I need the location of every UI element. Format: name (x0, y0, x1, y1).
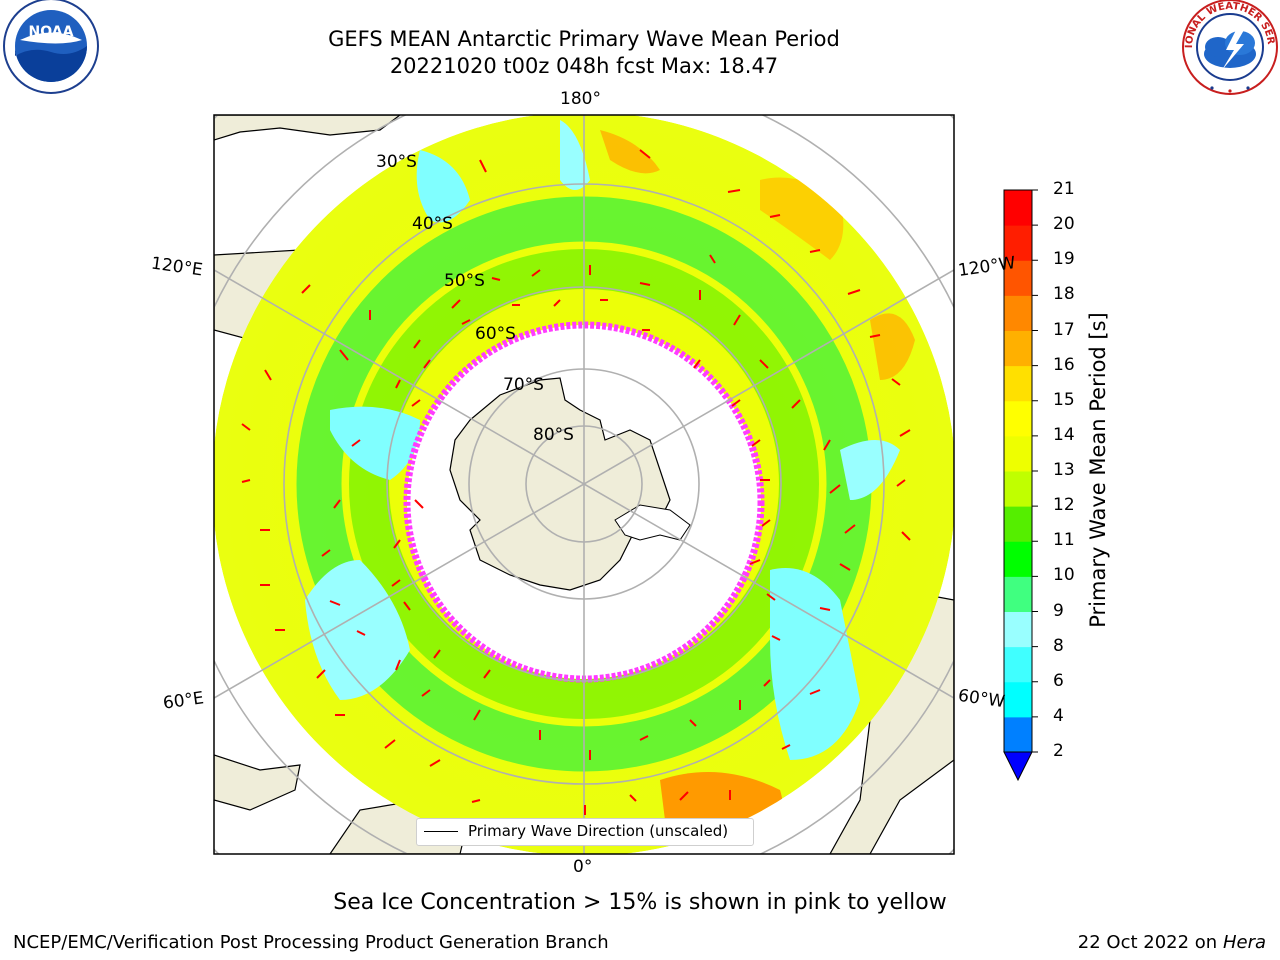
colorbar-segment (1004, 471, 1032, 507)
colorbar-segment (1004, 190, 1032, 226)
colorbar-tick-label: 12 (1053, 495, 1075, 516)
colorbar-tick-label: 14 (1053, 424, 1075, 445)
nws-logo-text: NATIONAL WEATHER SERVICE (0, 0, 1276, 48)
colorbar-label: Primary Wave Mean Period [s] (1086, 312, 1110, 628)
colorbar-segment (1004, 435, 1032, 472)
colorbar-segment (1004, 541, 1032, 577)
map-frame (213, 114, 955, 855)
colorbar-segment (1004, 225, 1032, 261)
colorbar-tick-label: 18 (1053, 284, 1075, 305)
lat-label-80s: 80°S (533, 425, 574, 445)
colorbar-tick-label: 13 (1053, 460, 1075, 480)
footer-machine: Hera (1222, 932, 1266, 953)
colorbar-segment (1004, 576, 1032, 612)
chart-subtitle: 20221020 t00z 048h fcst Max: 18.47 (389, 54, 779, 78)
chart-title: GEFS MEAN Antarctic Primary Wave Mean Pe… (328, 27, 840, 51)
colorbar-tick-label: 17 (1053, 319, 1075, 340)
colorbar-tick-label: 16 (1053, 354, 1075, 375)
colorbar-segment (1004, 365, 1032, 402)
legend-line-swatch (424, 831, 458, 832)
colorbar (1003, 189, 1038, 782)
colorbar-tick-label: 21 (1053, 179, 1075, 199)
wave-direction-arrows (241, 149, 911, 827)
colorbar-segment (1004, 611, 1032, 648)
lat-label-30s: 30°S (376, 152, 417, 172)
colorbar-segment (1004, 506, 1032, 542)
lon-label-0: 0° (573, 857, 593, 877)
footer-date-text: 22 Oct 2022 on (1077, 932, 1223, 953)
lat-label-40s: 40°S (412, 214, 453, 234)
lon-label-180: 180° (560, 89, 601, 109)
colorbar-tick-label: 10 (1053, 565, 1075, 586)
lat-label-50s: 50°S (444, 271, 485, 291)
colorbar-tick-label: 11 (1053, 530, 1075, 551)
footer-date: 22 Oct 2022 on Hera (1078, 932, 1266, 953)
colorbar-tick-label: 19 (1053, 249, 1075, 270)
colorbar-segment (1004, 646, 1032, 683)
noaa-logo-text: NOAA (29, 24, 74, 40)
colorbar-segment (1004, 295, 1032, 331)
footer-credit: NCEP/EMC/Verification Post Processing Pr… (13, 932, 609, 953)
colorbar-tick-label: 8 (1053, 635, 1064, 656)
colorbar-tick-label: 20 (1053, 214, 1075, 235)
colorbar-segment (1004, 681, 1032, 718)
map-legend: Primary Wave Direction (unscaled) (416, 818, 754, 846)
nws-logo: NATIONAL WEATHER SERVICE (0, 0, 1278, 95)
colorbar-tick-label: 2 (1053, 741, 1064, 761)
colorbar-segment (1004, 716, 1032, 753)
lat-label-70s: 70°S (503, 375, 544, 395)
noaa-logo: NOAA (3, 0, 99, 94)
colorbar-segment (1004, 400, 1032, 437)
colorbar-tick-label: 9 (1053, 600, 1064, 621)
colorbar-segment (1004, 260, 1032, 296)
legend-label: Primary Wave Direction (unscaled) (468, 822, 729, 840)
colorbar-segment (1004, 330, 1032, 367)
graticule (214, 115, 954, 854)
sea-ice-note: Sea Ice Concentration > 15% is shown in … (333, 890, 947, 915)
map-area (214, 115, 954, 854)
lat-label-60s: 60°S (475, 324, 516, 344)
colorbar-extend-triangle (1003, 751, 1033, 782)
colorbar-tick-label: 15 (1053, 389, 1075, 410)
colorbar-tick-label: 4 (1053, 705, 1064, 726)
colorbar-tick-label: 6 (1053, 670, 1064, 691)
